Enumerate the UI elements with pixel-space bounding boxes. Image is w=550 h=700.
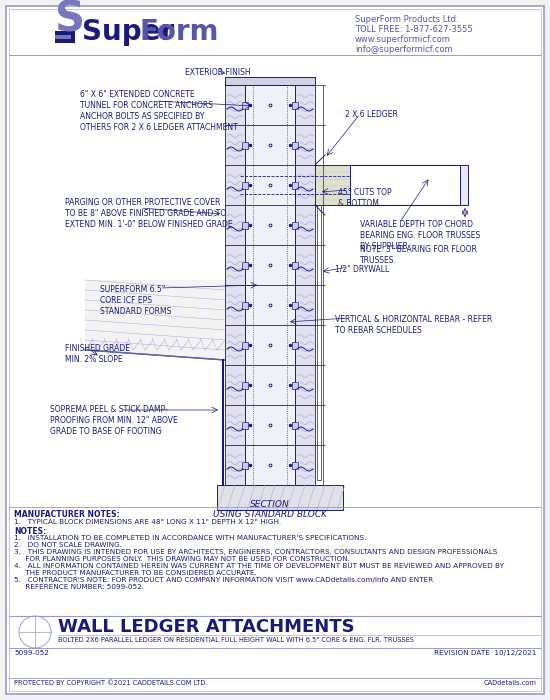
Bar xyxy=(55,39,75,43)
Text: Super: Super xyxy=(82,18,174,46)
Text: SECTION
USING STANDARD BLOCK: SECTION USING STANDARD BLOCK xyxy=(213,500,327,519)
Bar xyxy=(292,221,298,228)
Bar xyxy=(292,342,298,349)
Bar xyxy=(225,77,315,85)
Text: NOTES:: NOTES: xyxy=(14,527,46,536)
Bar xyxy=(292,421,298,428)
Bar xyxy=(292,262,298,269)
Bar xyxy=(71,31,75,39)
Bar xyxy=(242,342,248,349)
Circle shape xyxy=(19,616,51,648)
Text: info@superformicf.com: info@superformicf.com xyxy=(355,45,453,54)
Text: S: S xyxy=(55,0,85,40)
Text: BOLTED 2X6 PARALLEL LEDGER ON RESIDENTIAL FULL HEIGHT WALL WITH 6.5" CORE & ENG.: BOLTED 2X6 PARALLEL LEDGER ON RESIDENTIA… xyxy=(58,637,414,643)
Text: 5099-052: 5099-052 xyxy=(14,650,49,656)
Text: VERTICAL & HORIZONTAL REBAR - REFER
TO REBAR SCHEDULES: VERTICAL & HORIZONTAL REBAR - REFER TO R… xyxy=(335,315,492,335)
Text: 1.   INSTALLATION TO BE COMPLETED IN ACCORDANCE WITH MANUFACTURER'S SPECIFICATIO: 1. INSTALLATION TO BE COMPLETED IN ACCOR… xyxy=(14,535,366,541)
Text: SUPERFORM 6.5"
CORE ICF EPS
STANDARD FORMS: SUPERFORM 6.5" CORE ICF EPS STANDARD FOR… xyxy=(100,285,172,316)
Bar xyxy=(242,141,248,148)
Text: TOLL FREE: 1-877-627-3555: TOLL FREE: 1-877-627-3555 xyxy=(355,25,472,34)
Text: FINISHED GRADE
MIN. 2% SLOPE: FINISHED GRADE MIN. 2% SLOPE xyxy=(65,344,130,364)
Bar xyxy=(242,102,248,108)
Bar xyxy=(242,221,248,228)
Text: MANUFACTURER NOTES:: MANUFACTURER NOTES: xyxy=(14,510,120,519)
Bar xyxy=(242,421,248,428)
Text: THE PRODUCT MANUFACTURER TO BE CONSIDERED ACCURATE.: THE PRODUCT MANUFACTURER TO BE CONSIDERE… xyxy=(14,570,257,576)
Text: NOTE: 3" BEARING FOR FLOOR
TRUSSES.: NOTE: 3" BEARING FOR FLOOR TRUSSES. xyxy=(360,245,477,265)
Bar xyxy=(292,102,298,108)
Bar xyxy=(317,205,321,480)
Bar xyxy=(295,85,315,485)
Text: 45° CUTS TOP
& BOTTOM: 45° CUTS TOP & BOTTOM xyxy=(338,188,392,208)
Text: PARGING OR OTHER PROTECTIVE COVER
TO BE 8" ABOVE FINISHED GRADE AND TO
EXTEND MI: PARGING OR OTHER PROTECTIVE COVER TO BE … xyxy=(65,198,233,229)
Text: REVISION DATE  10/12/2021: REVISION DATE 10/12/2021 xyxy=(433,650,536,656)
Text: SOPREMA PEEL & STICK DAMP-
PROOFING FROM MIN. 12" ABOVE
GRADE TO BASE OF FOOTING: SOPREMA PEEL & STICK DAMP- PROOFING FROM… xyxy=(50,405,178,436)
Text: EXTERIOR FINISH: EXTERIOR FINISH xyxy=(185,68,251,77)
Bar xyxy=(242,302,248,309)
Bar xyxy=(292,461,298,468)
Bar xyxy=(292,181,298,188)
Text: SuperForm Products Ltd.: SuperForm Products Ltd. xyxy=(355,15,459,24)
Bar xyxy=(245,85,295,485)
Text: WALL LEDGER ATTACHMENTS: WALL LEDGER ATTACHMENTS xyxy=(58,618,355,636)
Bar xyxy=(292,302,298,309)
Text: 4.   ALL INFORMATION CONTAINED HEREIN WAS CURRENT AT THE TIME OF DEVELOPMENT BUT: 4. ALL INFORMATION CONTAINED HEREIN WAS … xyxy=(14,563,504,569)
Bar xyxy=(55,35,75,39)
Text: 2.   DO NOT SCALE DRAWING.: 2. DO NOT SCALE DRAWING. xyxy=(14,542,122,548)
Bar xyxy=(55,31,75,35)
Text: 6" X 6" EXTENDED CONCRETE
TUNNEL FOR CONCRETE ANCHORS
ANCHOR BOLTS AS SPECIFIED : 6" X 6" EXTENDED CONCRETE TUNNEL FOR CON… xyxy=(80,90,238,132)
Text: www.superformicf.com: www.superformicf.com xyxy=(355,35,451,44)
Text: 3.   THIS DRAWING IS INTENDED FOR USE BY ARCHITECTS, ENGINEERS, CONTRACTORS, CON: 3. THIS DRAWING IS INTENDED FOR USE BY A… xyxy=(14,549,497,555)
Bar xyxy=(242,382,248,388)
Text: CADdetails.com: CADdetails.com xyxy=(483,680,536,686)
Text: Form: Form xyxy=(140,18,219,46)
Text: ™: ™ xyxy=(193,23,203,33)
Text: 2 X 6 LEDGER: 2 X 6 LEDGER xyxy=(345,110,398,119)
Text: PROTECTED BY COPYRIGHT ©2021 CADDETAILS.COM LTD.: PROTECTED BY COPYRIGHT ©2021 CADDETAILS.… xyxy=(14,680,207,686)
Bar xyxy=(225,85,245,485)
Bar xyxy=(217,485,343,510)
Text: 1/2" DRYWALL: 1/2" DRYWALL xyxy=(335,264,389,273)
Text: 5.   CONTRACTOR'S NOTE: FOR PRODUCT AND COMPANY INFORMATION VISIT www.CADdetails: 5. CONTRACTOR'S NOTE: FOR PRODUCT AND CO… xyxy=(14,577,433,583)
Bar xyxy=(242,461,248,468)
Text: FOR PLANNING PURPOSES ONLY.  THIS DRAWING MAY NOT BE USED FOR CONSTRUCTION.: FOR PLANNING PURPOSES ONLY. THIS DRAWING… xyxy=(14,556,350,562)
Bar xyxy=(292,382,298,388)
Text: VARIABLE DEPTH TOP CHORD
BEARING ENG. FLOOR TRUSSES
BY SUPPLIER: VARIABLE DEPTH TOP CHORD BEARING ENG. FL… xyxy=(360,220,480,251)
Polygon shape xyxy=(85,280,225,360)
Text: REFERENCE NUMBER: 5099-052.: REFERENCE NUMBER: 5099-052. xyxy=(14,584,144,590)
Bar xyxy=(242,181,248,188)
Bar xyxy=(242,262,248,269)
Text: 1.   TYPICAL BLOCK DIMENSIONS ARE 48" LONG X 11" DEPTH X 12" HIGH.: 1. TYPICAL BLOCK DIMENSIONS ARE 48" LONG… xyxy=(14,519,281,525)
Bar xyxy=(292,141,298,148)
Bar xyxy=(460,165,468,205)
Bar xyxy=(55,35,59,43)
Bar xyxy=(315,165,350,205)
